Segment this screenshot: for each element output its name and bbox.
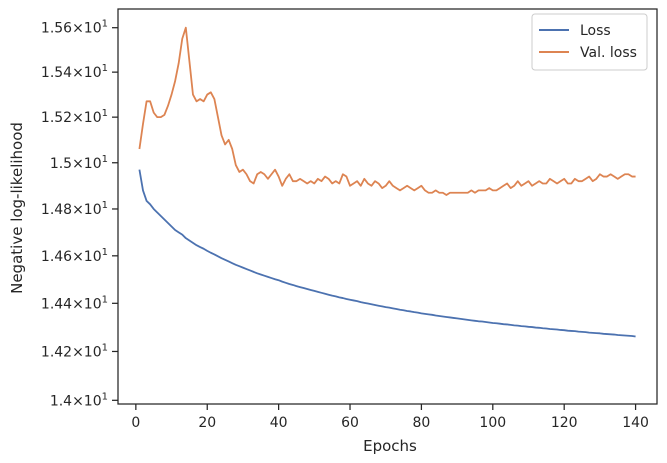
y-tick-label: 1.54×101 [41,63,108,81]
y-tick-label: 1.44×101 [41,294,108,312]
legend-box [531,13,648,71]
series-layer [138,26,636,338]
x-tick-label: 20 [198,415,216,431]
series-line-val-loss [138,26,636,196]
legend-label-val-loss: Val. loss [580,45,637,61]
x-tick-label: 100 [479,415,506,431]
series-line-loss [138,169,636,338]
x-tick-label: 120 [551,415,578,431]
x-tick-label: 0 [131,415,140,431]
x-tick-label: 140 [622,415,649,431]
legend: Loss Val. loss [531,13,648,71]
y-tick-label: 1.48×101 [41,200,108,218]
x-axis-label: Epochs [363,437,417,455]
y-axis-label: Negative log-likelihood [8,122,26,294]
y-tick-label: 1.42×101 [41,342,108,360]
y-tick-label: 1.5×101 [50,154,108,172]
legend-label-loss: Loss [580,23,611,39]
x-tick-label: 40 [270,415,288,431]
y-tick-label: 1.4×101 [50,391,108,409]
y-axis: 1.4×101 1.42×101 1.44×101 1.46×101 1.48×101 1… [41,19,118,409]
y-tick-label: 1.56×101 [41,19,108,37]
y-tick-label: 1.52×101 [41,108,108,126]
y-tick-label: 1.46×101 [41,247,108,265]
x-tick-label: 80 [412,415,430,431]
plot-frame [117,8,658,405]
x-tick-label: 60 [341,415,359,431]
x-axis: 0 20 40 60 80 100 120 140 [131,404,649,431]
